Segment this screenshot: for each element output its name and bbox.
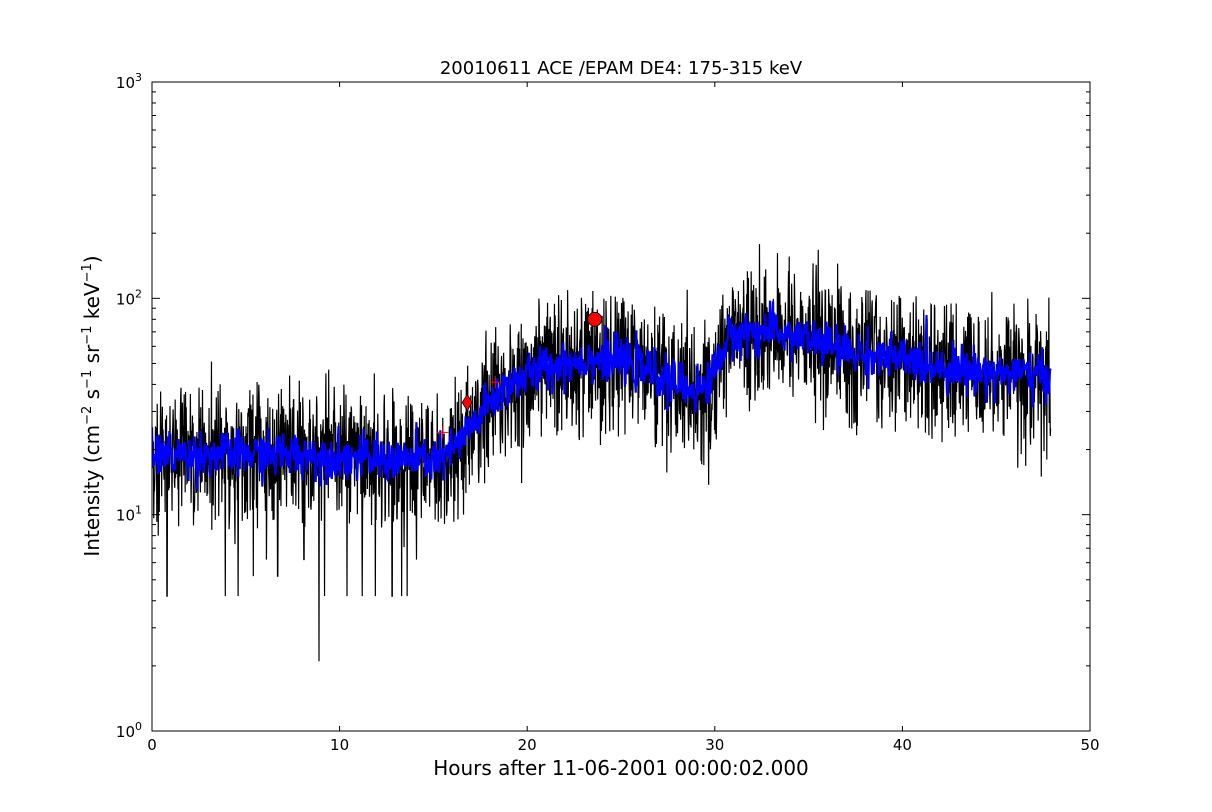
x-axis: 0 10 20 30 40 50 — [147, 82, 1100, 754]
x-tick-label: 50 — [1080, 736, 1099, 754]
x-tick-label: 30 — [705, 736, 724, 754]
y-axis-title-prefix: Intensity (cm — [80, 425, 104, 557]
y-axis: 100 101 102 103 — [116, 71, 1090, 741]
y-tick-label: 100 — [116, 720, 142, 741]
y-axis-title-suffix: ) — [80, 255, 104, 263]
y-axis-title-kev: keV — [80, 282, 104, 326]
y-axis-title: Intensity (cm−2 s−1 sr−1 keV−1) — [80, 255, 104, 556]
marker-plus-2 — [489, 376, 502, 389]
series-smoothed-intensity — [152, 300, 1052, 490]
x-axis-title: Hours after 11-06-2001 00:00:02.000 — [433, 756, 809, 780]
chart-title: 20010611 ACE /EPAM DE4: 175-315 keV — [440, 58, 803, 79]
marker-circle-3 — [587, 311, 603, 327]
marker-layer — [436, 311, 603, 439]
plot-area — [152, 244, 1052, 662]
y-axis-title-sr: sr — [80, 344, 104, 370]
y-tick-label: 101 — [116, 504, 142, 525]
x-tick-label: 20 — [518, 736, 537, 754]
y-axis-title-exp3: −1 — [80, 326, 95, 345]
y-tick-label: 103 — [116, 71, 142, 92]
y-axis-title-exp1: −2 — [80, 406, 95, 425]
series-layer — [152, 244, 1052, 662]
y-tick-label: 102 — [116, 287, 142, 308]
marker-diamond-1 — [461, 393, 473, 412]
plot-frame — [151, 81, 1091, 732]
y-axis-title-s: s — [80, 389, 104, 406]
y-axis-title-exp4: −1 — [80, 263, 95, 282]
marker-plus-0 — [436, 426, 449, 439]
x-tick-label: 40 — [893, 736, 912, 754]
x-tick-label: 0 — [147, 736, 157, 754]
y-axis-title-exp2: −1 — [80, 370, 95, 389]
x-tick-label: 10 — [330, 736, 349, 754]
